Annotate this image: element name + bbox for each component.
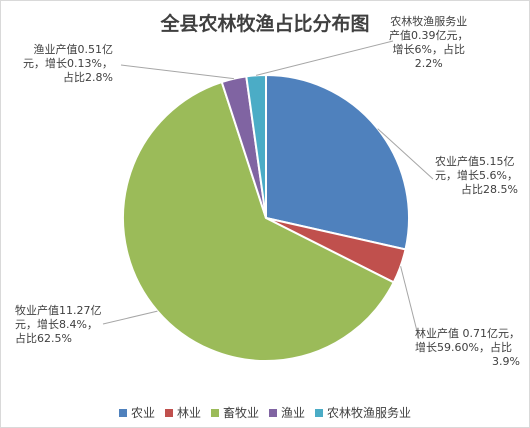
legend-item-animal-husbandry: 畜牧业 [210, 404, 259, 421]
legend-item-fishery: 渔业 [269, 404, 305, 421]
leader-line-service [255, 40, 394, 76]
data-label-service: 农林牧渔服务业 产值0.39亿元， 增长6%，占比 2.2% [389, 15, 469, 70]
legend-label: 林业 [176, 406, 201, 420]
data-label-forestry: 林业产值 0.71亿元， 增长59.60%，占比 3.9% [415, 327, 520, 368]
legend-label: 农林牧渔服务业 [327, 406, 412, 420]
data-label-agriculture: 农业产值5.15亿 元，增长5.6%， 占比28.5% [435, 155, 518, 196]
legend-item-forestry: 林业 [164, 404, 201, 421]
legend-swatch [164, 408, 173, 417]
legend-label: 农业 [130, 406, 155, 420]
legend-swatch [315, 408, 324, 417]
pie-slice-animal-husbandry [122, 80, 396, 362]
legend-label: 畜牧业 [222, 406, 259, 420]
legend-item-service: 农林牧渔服务业 [315, 404, 411, 421]
legend-swatch [210, 408, 219, 417]
legend-swatch [118, 408, 127, 417]
chart-title: 全县农林牧渔占比分布图 [160, 13, 370, 35]
data-label-animal-husbandry: 牧业产值11.27亿 元，增长8.4%， 占比62.5% [15, 304, 102, 345]
leader-line-animal-husbandry [102, 310, 158, 325]
leader-line-fishery [120, 64, 234, 80]
legend-swatch [269, 408, 277, 417]
leader-line-forestry [400, 266, 420, 340]
data-label-fishery: 渔业产值0.51亿 元，增长0.13%， 占比2.8% [23, 43, 113, 84]
legend-label: 渔业 [281, 406, 306, 420]
legend-item-agriculture: 农业 [118, 404, 155, 421]
pie-slice-agriculture [265, 73, 410, 251]
leader-line-agriculture [377, 128, 434, 180]
chart-legend: 农业 林业 畜牧业 渔业 农林牧渔服务业 [1, 404, 529, 421]
